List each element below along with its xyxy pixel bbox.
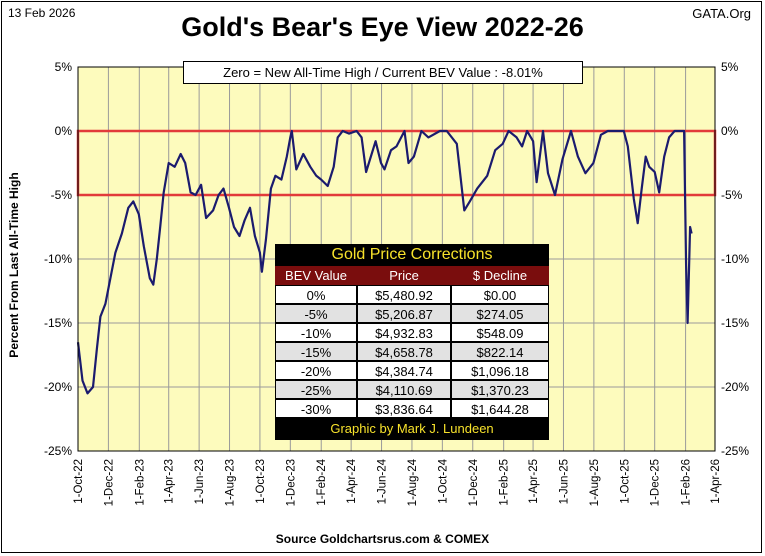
x-tick-label: 1-Aug-24 <box>407 458 419 506</box>
table-row: -25% $4,110.69 $1,370.23 <box>275 380 549 399</box>
y-tick-label-right: 5% <box>721 60 739 74</box>
table-cell: $4,932.83 <box>357 323 451 342</box>
brand-label: GATA.Org <box>692 6 751 21</box>
table-row: 0% $5,480.92 $0.00 <box>275 285 549 304</box>
table-cell: $548.09 <box>451 323 549 342</box>
corrections-table: Gold Price Corrections BEV Value Price $… <box>275 244 549 440</box>
table-cell: $5,206.87 <box>357 304 451 323</box>
table-header-cell: Price <box>389 268 419 283</box>
y-tick-label: 5% <box>55 60 73 74</box>
x-tick-label: 1-Apr-24 <box>346 458 358 503</box>
y-tick-label-right: -25% <box>721 444 749 458</box>
y-tick-labels-right: 5% 0% -5% -10% -15% -20% -25% <box>721 60 749 458</box>
x-tick-label: 1-Feb-23 <box>134 459 146 506</box>
table-cell: $822.14 <box>451 342 549 361</box>
chart-title: Gold's Bear's Eye View 2022-26 <box>181 12 584 42</box>
table-cell: $3,836.64 <box>357 399 451 418</box>
x-tick-label: 1-Dec-24 <box>468 458 480 506</box>
table-footer: Graphic by Mark J. Lundeen <box>275 418 549 440</box>
x-tick-label: 1-Jun-23 <box>194 459 206 504</box>
y-tick-labels-left: 5% 0% -5% -10% -15% -20% -25% <box>44 60 72 458</box>
table-cell: 0% <box>275 285 357 304</box>
x-tick-labels: 1-Oct-22 1-Dec-22 1-Feb-23 1-Apr-23 1-Jun-23… <box>73 458 722 506</box>
table-cell: -10% <box>275 323 357 342</box>
x-tick-label: 1-Jun-24 <box>377 458 389 504</box>
table-header-cell: $ Decline <box>472 268 528 283</box>
table-cell: $5,480.92 <box>357 285 451 304</box>
y-tick-label-right: -20% <box>721 380 749 394</box>
x-tick-label: 1-Oct-24 <box>437 458 449 503</box>
y-tick-label: -25% <box>44 444 72 458</box>
x-tick-label: 1-Apr-23 <box>164 459 176 504</box>
y-tick-label: -10% <box>44 252 72 266</box>
x-tick-label: 1-Feb-26 <box>681 459 693 506</box>
table-cell: $4,658.78 <box>357 342 451 361</box>
y-tick-label: 0% <box>55 124 73 138</box>
table-cell: $0.00 <box>451 285 549 304</box>
x-tick-label: 1-Dec-22 <box>103 459 115 506</box>
y-tick-label-right: -10% <box>721 252 749 266</box>
table-cell: -25% <box>275 380 357 399</box>
y-tick-label: -20% <box>44 380 72 394</box>
table-cell: -5% <box>275 304 357 323</box>
table-cell: $4,110.69 <box>357 380 451 399</box>
y-tick-label-right: 0% <box>721 124 739 138</box>
table-cell: $1,096.18 <box>451 361 549 380</box>
table-title: Gold Price Corrections <box>275 244 549 266</box>
x-tick-label: 1-Aug-23 <box>225 459 237 506</box>
x-tick-label: 1-Apr-26 <box>710 459 722 504</box>
x-tick-label: 1-Apr-25 <box>528 459 540 504</box>
table-header-row: BEV Value Price $ Decline <box>275 266 549 285</box>
x-tick-label: 1-Dec-23 <box>285 459 297 506</box>
x-tick-label: 1-Feb-25 <box>499 459 511 506</box>
table-header-cell: BEV Value <box>285 268 347 283</box>
table-cell: -15% <box>275 342 357 361</box>
date-label: 13 Feb 2026 <box>8 6 76 20</box>
table-row: -20% $4,384.74 $1,096.18 <box>275 361 549 380</box>
series-line <box>76 129 693 395</box>
x-tick-label: 1-Oct-23 <box>255 459 267 504</box>
x-tick-label: 1-Jun-25 <box>558 459 570 504</box>
y-tick-label-right: -5% <box>721 188 743 202</box>
table-cell: $4,384.74 <box>357 361 451 380</box>
chart-subtitle: Zero = New All-Time High / Current BEV V… <box>183 61 583 84</box>
table-row: -10% $4,932.83 $548.09 <box>275 323 549 342</box>
x-tick-label: 1-Aug-25 <box>589 459 601 506</box>
y-tick-label: -15% <box>44 316 72 330</box>
table-cell: -20% <box>275 361 357 380</box>
source-label: Source Goldchartsrus.com & COMEX <box>275 532 490 546</box>
table-cell: -30% <box>275 399 357 418</box>
table-row: -15% $4,658.78 $822.14 <box>275 342 549 361</box>
table-cell: $274.05 <box>451 304 549 323</box>
table-cell: $1,370.23 <box>451 380 549 399</box>
y-tick-label-right: -15% <box>721 316 749 330</box>
x-tick-label: 1-Oct-22 <box>73 459 85 504</box>
x-tick-label: 1-Oct-25 <box>619 459 631 504</box>
x-tick-label: 1-Feb-24 <box>316 458 328 505</box>
table-row: -5% $5,206.87 $274.05 <box>275 304 549 323</box>
y-tick-label: -5% <box>51 188 73 202</box>
x-tick-label: 1-Dec-25 <box>650 459 662 506</box>
table-cell: $1,644.28 <box>451 399 549 418</box>
table-row: -30% $3,836.64 $1,644.28 <box>275 399 549 418</box>
